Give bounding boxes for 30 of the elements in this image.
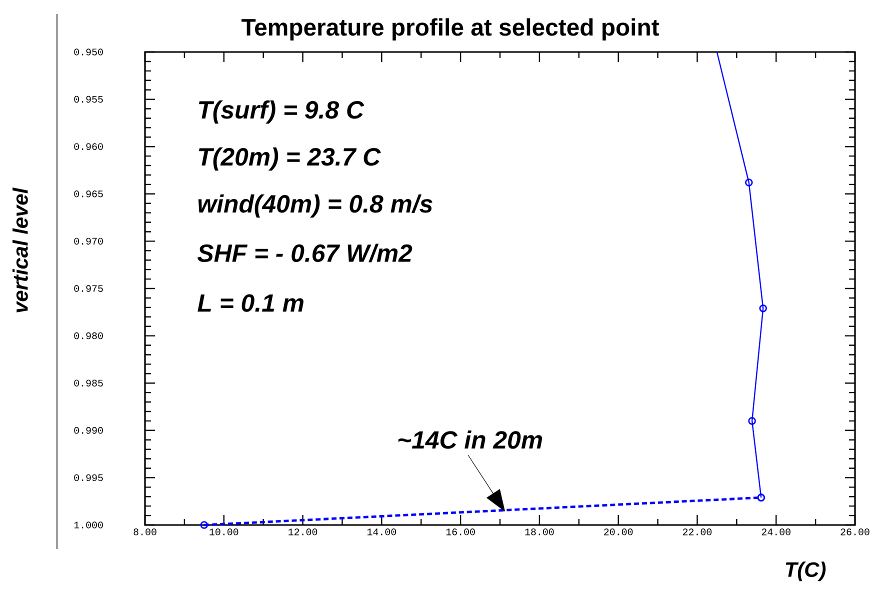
- y-tick-label: 0.960: [74, 143, 103, 150]
- y-tick-label: 0.980: [74, 332, 103, 340]
- x-tick-label: 18.00: [525, 528, 554, 536]
- x-tick-label: 16.00: [446, 528, 475, 536]
- x-tick-label: 20.00: [604, 528, 633, 536]
- x-tick-label: 8.00: [134, 528, 156, 536]
- y-tick-label: 0.965: [74, 190, 103, 198]
- x-tick-label: 24.00: [762, 528, 790, 536]
- x-tick-label: 10.00: [210, 528, 238, 536]
- y-tick-label: 0.975: [74, 285, 103, 292]
- x-tick-label: 12.00: [288, 528, 318, 536]
- y-tick-label: 0.955: [74, 96, 103, 103]
- annotation: wind(40m) = 0.8 m/s: [198, 194, 432, 218]
- annotation: T(20m) = 23.7 C: [198, 147, 381, 171]
- y-axis-title: vertical level: [12, 188, 28, 312]
- x-tick-label: 26.00: [840, 528, 870, 536]
- y-tick-label: 0.990: [74, 427, 103, 434]
- y-tick-label: 0.950: [74, 48, 103, 56]
- chart-title: Temperature profile at selected point: [242, 18, 660, 41]
- y-tick-label: 1.000: [74, 522, 103, 528]
- x-tick-label: 14.00: [367, 528, 396, 536]
- annotation: T(surf) = 9.8 C: [198, 100, 364, 124]
- annotation: SHF = - 0.67 W/m2: [197, 244, 412, 262]
- annotation: ~14C in 20m: [398, 430, 542, 449]
- y-tick-label: 0.985: [74, 380, 103, 386]
- y-tick-label: 0.995: [74, 474, 103, 482]
- x-axis-title: T(C): [786, 562, 826, 582]
- annotation: L = 0.1 m: [198, 294, 304, 312]
- x-tick-label: 22.00: [682, 528, 712, 536]
- y-tick-label: 0.970: [74, 238, 103, 245]
